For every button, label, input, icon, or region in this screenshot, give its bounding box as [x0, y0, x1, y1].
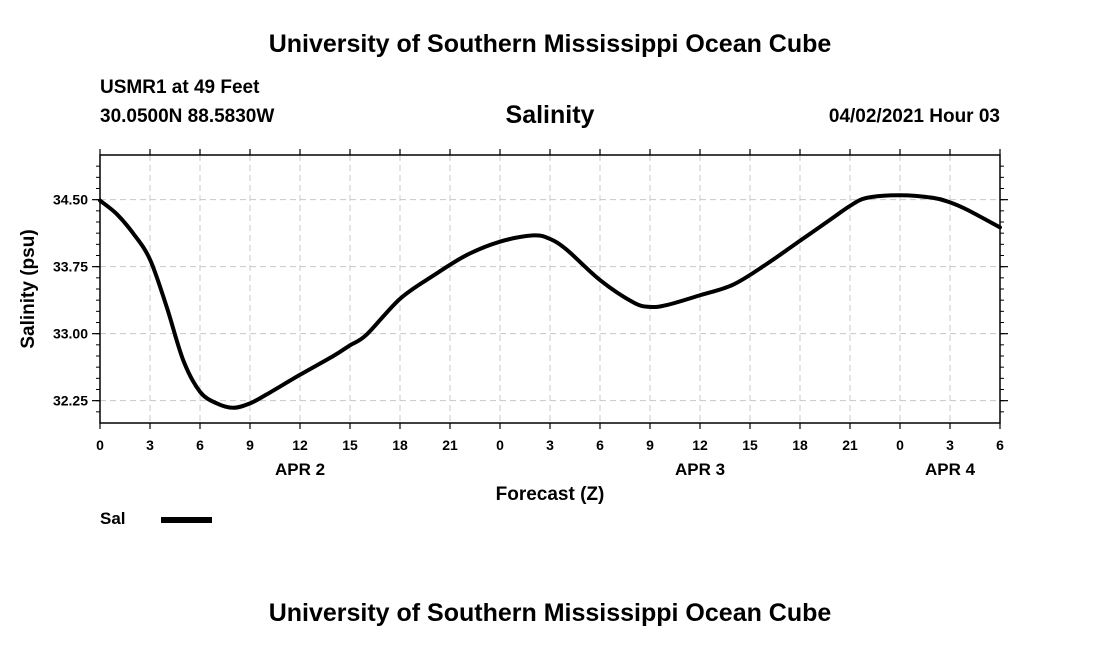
x-tick-label: 6: [996, 437, 1004, 453]
x-tick-label: 9: [246, 437, 254, 453]
y-tick-label: 33.75: [53, 259, 88, 275]
x-tick-label: 12: [292, 437, 308, 453]
org-title-top: University of Southern Mississippi Ocean…: [268, 30, 832, 58]
y-axis-label: Salinity (psu): [18, 229, 39, 348]
date-label: APR 3: [675, 460, 725, 479]
legend-swatch: [161, 517, 212, 523]
x-tick-label: 15: [742, 437, 758, 453]
x-tick-label: 21: [842, 437, 858, 453]
chart-title: Salinity: [505, 101, 595, 129]
grid-lines: [100, 155, 1000, 423]
x-tick-label: 3: [146, 437, 154, 453]
x-tick-label: 6: [196, 437, 204, 453]
x-tick-label: 0: [496, 437, 504, 453]
x-tick-label: 9: [646, 437, 654, 453]
x-tick-label: 21: [442, 437, 458, 453]
x-axis-label: Forecast (Z): [496, 484, 605, 505]
series-layer: [98, 193, 1002, 410]
x-tick-label: 0: [896, 437, 904, 453]
series-line-sal: [98, 193, 1002, 410]
date-label: APR 2: [275, 460, 325, 479]
date-label: APR 4: [925, 460, 976, 479]
axis-tick-labels: 0 3 6 9 12 15 18 21 0 3 6 9 12 15 18 21 0 3 6 32.25 33.00 33.…: [53, 192, 1004, 479]
coordinates-label: 30.0500N 88.5830W: [100, 106, 275, 127]
y-tick-label: 33.00: [53, 326, 88, 342]
station-label: USMR1 at 49 Feet: [100, 77, 260, 98]
x-tick-label: 12: [692, 437, 708, 453]
datetime-label: 04/02/2021 Hour 03: [828, 106, 1000, 127]
x-tick-label: 18: [792, 437, 808, 453]
y-tick-label: 34.50: [53, 192, 88, 208]
x-tick-label: 15: [342, 437, 358, 453]
y-tick-label: 32.25: [53, 393, 88, 409]
org-title-bottom: University of Southern Mississippi Ocean…: [268, 599, 832, 627]
x-tick-label: 3: [546, 437, 554, 453]
legend-label: Sal: [100, 509, 126, 528]
x-tick-label: 18: [392, 437, 408, 453]
plot-frame: [99, 154, 1001, 424]
x-tick-label: 3: [946, 437, 954, 453]
x-tick-label: 6: [596, 437, 604, 453]
x-tick-label: 0: [96, 437, 104, 453]
